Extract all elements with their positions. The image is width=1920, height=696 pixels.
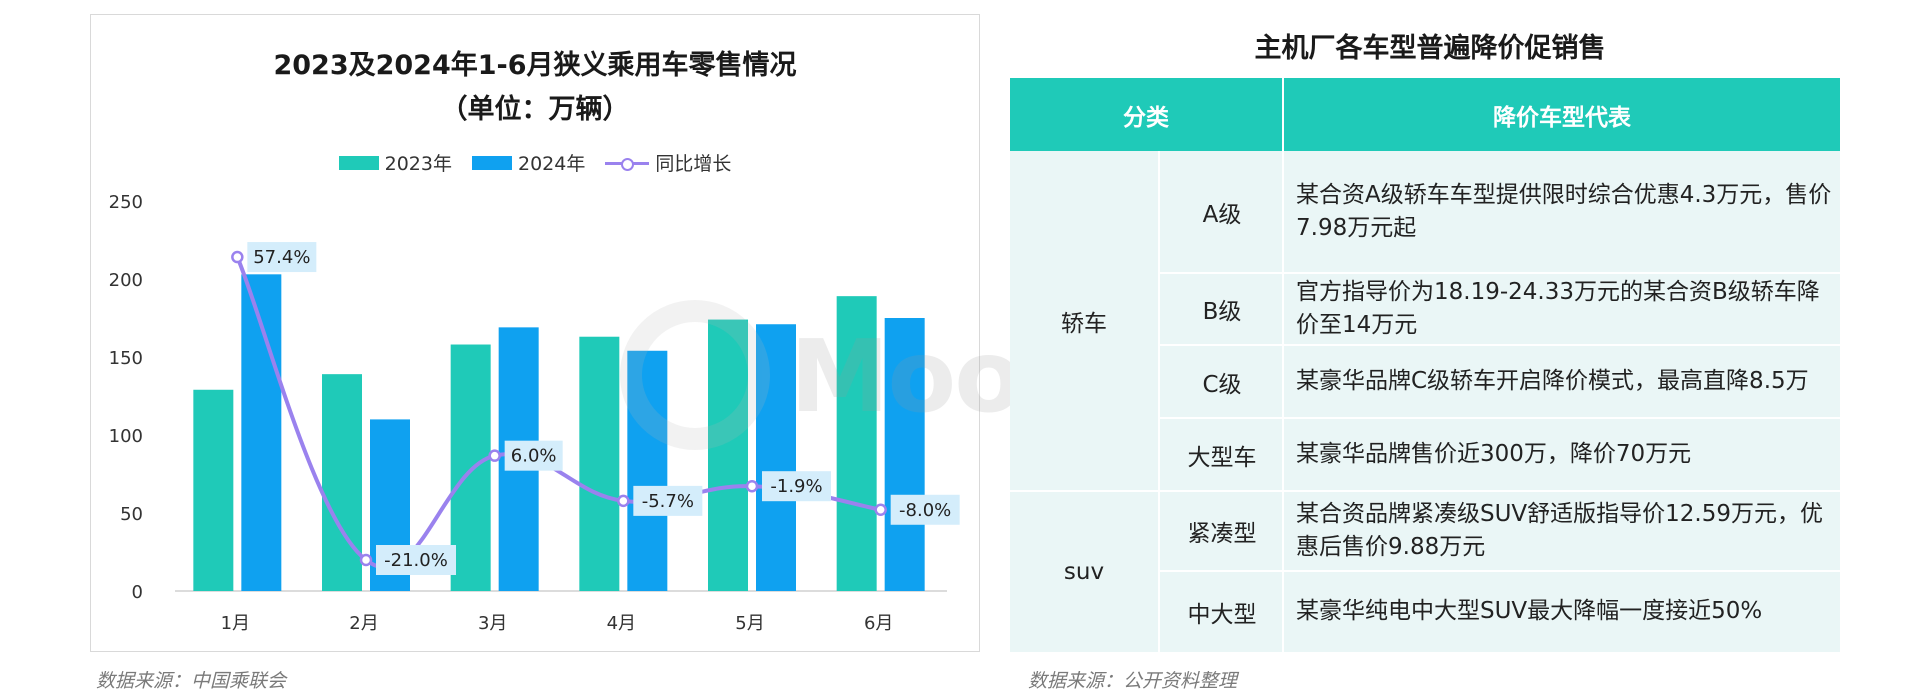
yoy-data-label: 57.4% (253, 247, 310, 268)
y-tick-label: 250 (109, 192, 143, 213)
bar-2023 (836, 296, 877, 591)
x-tick-label: 3月 (478, 613, 507, 634)
table-sub-midlarge-suv: 中大型 (1187, 601, 1257, 628)
legend-item-2024: 2024年 (471, 149, 586, 176)
legend-item-2023: 2023年 (338, 149, 452, 176)
x-tick-label: 1月 (221, 613, 250, 634)
x-tick-label: 2月 (349, 613, 378, 634)
yoy-label-bg (247, 242, 317, 273)
legend-swatch-2024 (471, 155, 512, 170)
chart-subtitle: （单位：万辆） (440, 94, 630, 125)
chart-plot: 0 50 100 150 200 250 1月 2月 3月 4月 5月 6月 57.4% -21.0% 6.… (109, 192, 960, 634)
yoy-point (231, 250, 244, 264)
yoy-data-label: -5.7% (642, 491, 694, 512)
y-tick-label: 150 (109, 348, 143, 369)
yoy-point (359, 553, 373, 567)
y-tick-label: 50 (120, 504, 143, 525)
bar-2023 (322, 374, 362, 591)
chart-panel: 2023及2024年1-6月狭义乘用车零售情况 （单位：万辆） 2023年 20… (90, 14, 980, 652)
table-title: 主机厂各车型普遍降价促销售 (1254, 33, 1606, 64)
table-desc-midlarge-suv: 某豪华纯电中大型SUV最大降幅一度接近50% (1296, 598, 1763, 624)
table-header-category: 分类 (1010, 78, 1282, 151)
y-tick-label: 0 (132, 582, 143, 603)
yoy-label-bg (762, 471, 831, 502)
chart-source: 数据来源：中国乘联会 (96, 670, 287, 692)
legend-label-yoy: 同比增长 (655, 153, 732, 175)
table-body (1010, 151, 1840, 652)
table-divider (1158, 417, 1840, 419)
bar-2023 (708, 319, 748, 591)
table-divider (1158, 151, 1160, 652)
price-cut-table: 分类 降价车型代表 轿车 suv A级 某合资A级轿车车型提供限时综合优惠4.3… (1010, 78, 1840, 652)
legend-swatch-yoy (605, 156, 650, 171)
x-tick-label: 6月 (864, 613, 893, 634)
table-divider (1158, 570, 1840, 572)
table-source: 数据来源：公开资料整理 (1028, 670, 1238, 692)
bar-2023 (579, 336, 620, 591)
yoy-data-label: -8.0% (899, 500, 951, 521)
legend-item-yoy: 同比增长 (605, 149, 731, 176)
yoy-point (874, 503, 887, 517)
legend-swatch-2023 (338, 155, 379, 170)
x-tick-label: 4月 (607, 613, 636, 634)
yoy-label-bg (504, 440, 563, 471)
yoy-label-bg (376, 545, 456, 575)
chart-legend: 2023年 2024年 同比增长 (91, 149, 979, 176)
yoy-data-label: -21.0% (384, 550, 448, 571)
table-divider (1010, 490, 1840, 492)
bar-2023 (193, 389, 234, 591)
bar-2024 (884, 318, 925, 591)
yoy-point (488, 449, 501, 462)
chart-title: 2023及2024年1-6月狭义乘用车零售情况 (273, 50, 797, 81)
legend-label-2023: 2023年 (384, 153, 452, 175)
table-desc-large: 某豪华品牌售价近300万，降价70万元 (1296, 441, 1692, 467)
table-desc-a-class: 某合资A级轿车车型提供限时综合优惠4.3万元，售价7.98万元起 (1296, 182, 1832, 241)
legend-label-2024: 2024年 (517, 153, 586, 175)
yoy-data-label: -1.9% (770, 476, 822, 497)
table-sub-large: 大型车 (1187, 444, 1257, 471)
yoy-point (617, 494, 630, 508)
bar-2024 (627, 350, 668, 591)
table-divider (1158, 344, 1840, 346)
table-desc-b-class: 官方指导价为18.19-24.33万元的某合资B级轿车降价至14万元 (1296, 279, 1820, 338)
yoy-label-bg (890, 494, 960, 525)
table-desc-compact-suv: 某合资品牌紧凑级SUV舒适版指导价12.59万元，优惠后售价9.88万元 (1296, 501, 1824, 560)
table-desc-c-class: 某豪华品牌C级轿车开启降价模式，最高直降8.5万 (1296, 368, 1809, 394)
table-divider (1158, 272, 1840, 274)
y-tick-label: 100 (109, 426, 143, 447)
table-group-sedan: 轿车 (1061, 311, 1107, 337)
bar-2024 (756, 324, 796, 591)
table-sub-compact-suv: 紧凑型 (1187, 521, 1257, 547)
table-sub-c-class: C级 (1202, 371, 1242, 398)
y-tick-label: 200 (109, 270, 143, 291)
table-sub-b-class: B级 (1202, 299, 1242, 325)
table-sub-a-class: A级 (1202, 202, 1242, 228)
yoy-label-bg (633, 485, 703, 516)
yoy-data-label: 6.0% (511, 446, 557, 467)
table-group-suv: suv (1063, 558, 1105, 585)
table-header-models: 降价车型代表 (1284, 78, 1840, 151)
x-tick-label: 5月 (735, 613, 764, 634)
yoy-point (745, 479, 759, 493)
table-divider (1282, 78, 1284, 652)
